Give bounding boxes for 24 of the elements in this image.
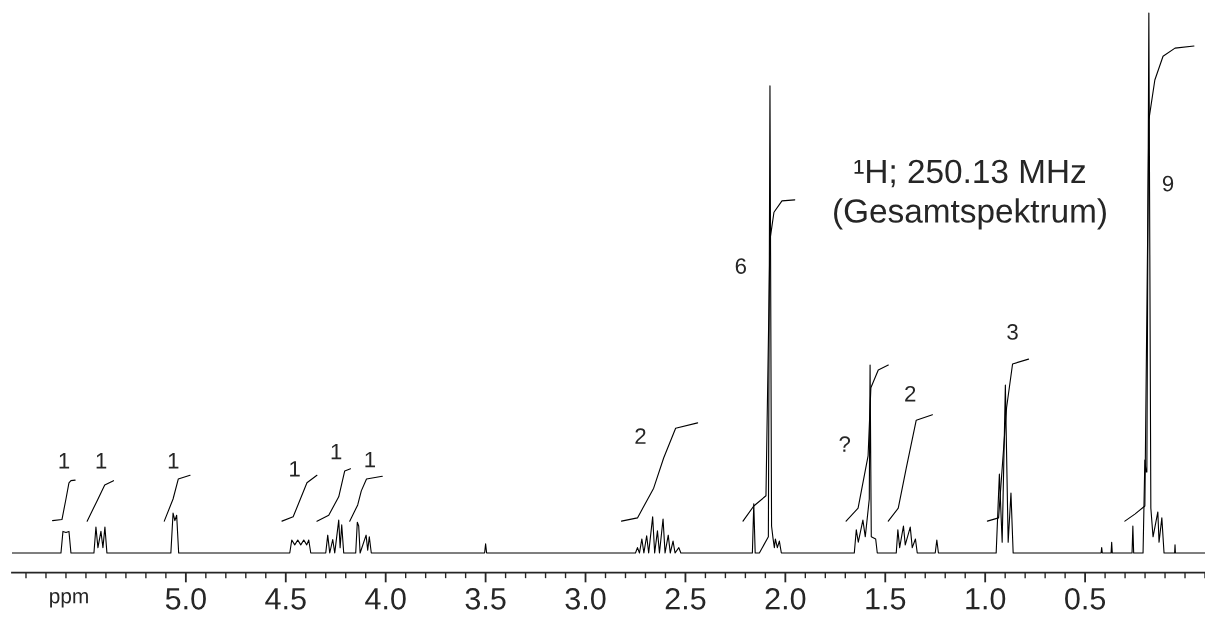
x-tick-label: 4.5	[265, 588, 306, 610]
x-axis-title: ppm	[50, 591, 88, 608]
annotation: ?	[839, 436, 851, 452]
annotation: 2	[905, 385, 916, 402]
annotation: 9	[1162, 175, 1174, 192]
x-tick-label: 5.0	[165, 587, 206, 610]
annotation: 2	[635, 428, 646, 444]
x-tick-label: 3.0	[565, 587, 606, 610]
text: ¹H; 250.13 MHz (Gesamtspektrum)	[834, 159, 1106, 230]
x-tick-label: 2.5	[665, 587, 706, 610]
annotation: 3	[1007, 324, 1018, 340]
annotation: 1	[290, 461, 300, 477]
x-tick-label: 3.5	[465, 587, 506, 610]
x-tick-label: 1.0	[966, 587, 1006, 610]
annotation: 1	[331, 443, 342, 460]
x-tick-label: 4.0	[365, 587, 406, 610]
x-tick-label: 0.5	[1065, 587, 1106, 610]
annotation: 6	[735, 258, 747, 274]
x-tick-label: 1.5	[866, 588, 906, 610]
annotation: 1	[168, 453, 179, 469]
annotation: 1	[96, 453, 107, 469]
x-tick-label: 2.0	[765, 587, 806, 610]
annotation: 1	[59, 453, 70, 469]
annotation: 1	[365, 451, 375, 468]
